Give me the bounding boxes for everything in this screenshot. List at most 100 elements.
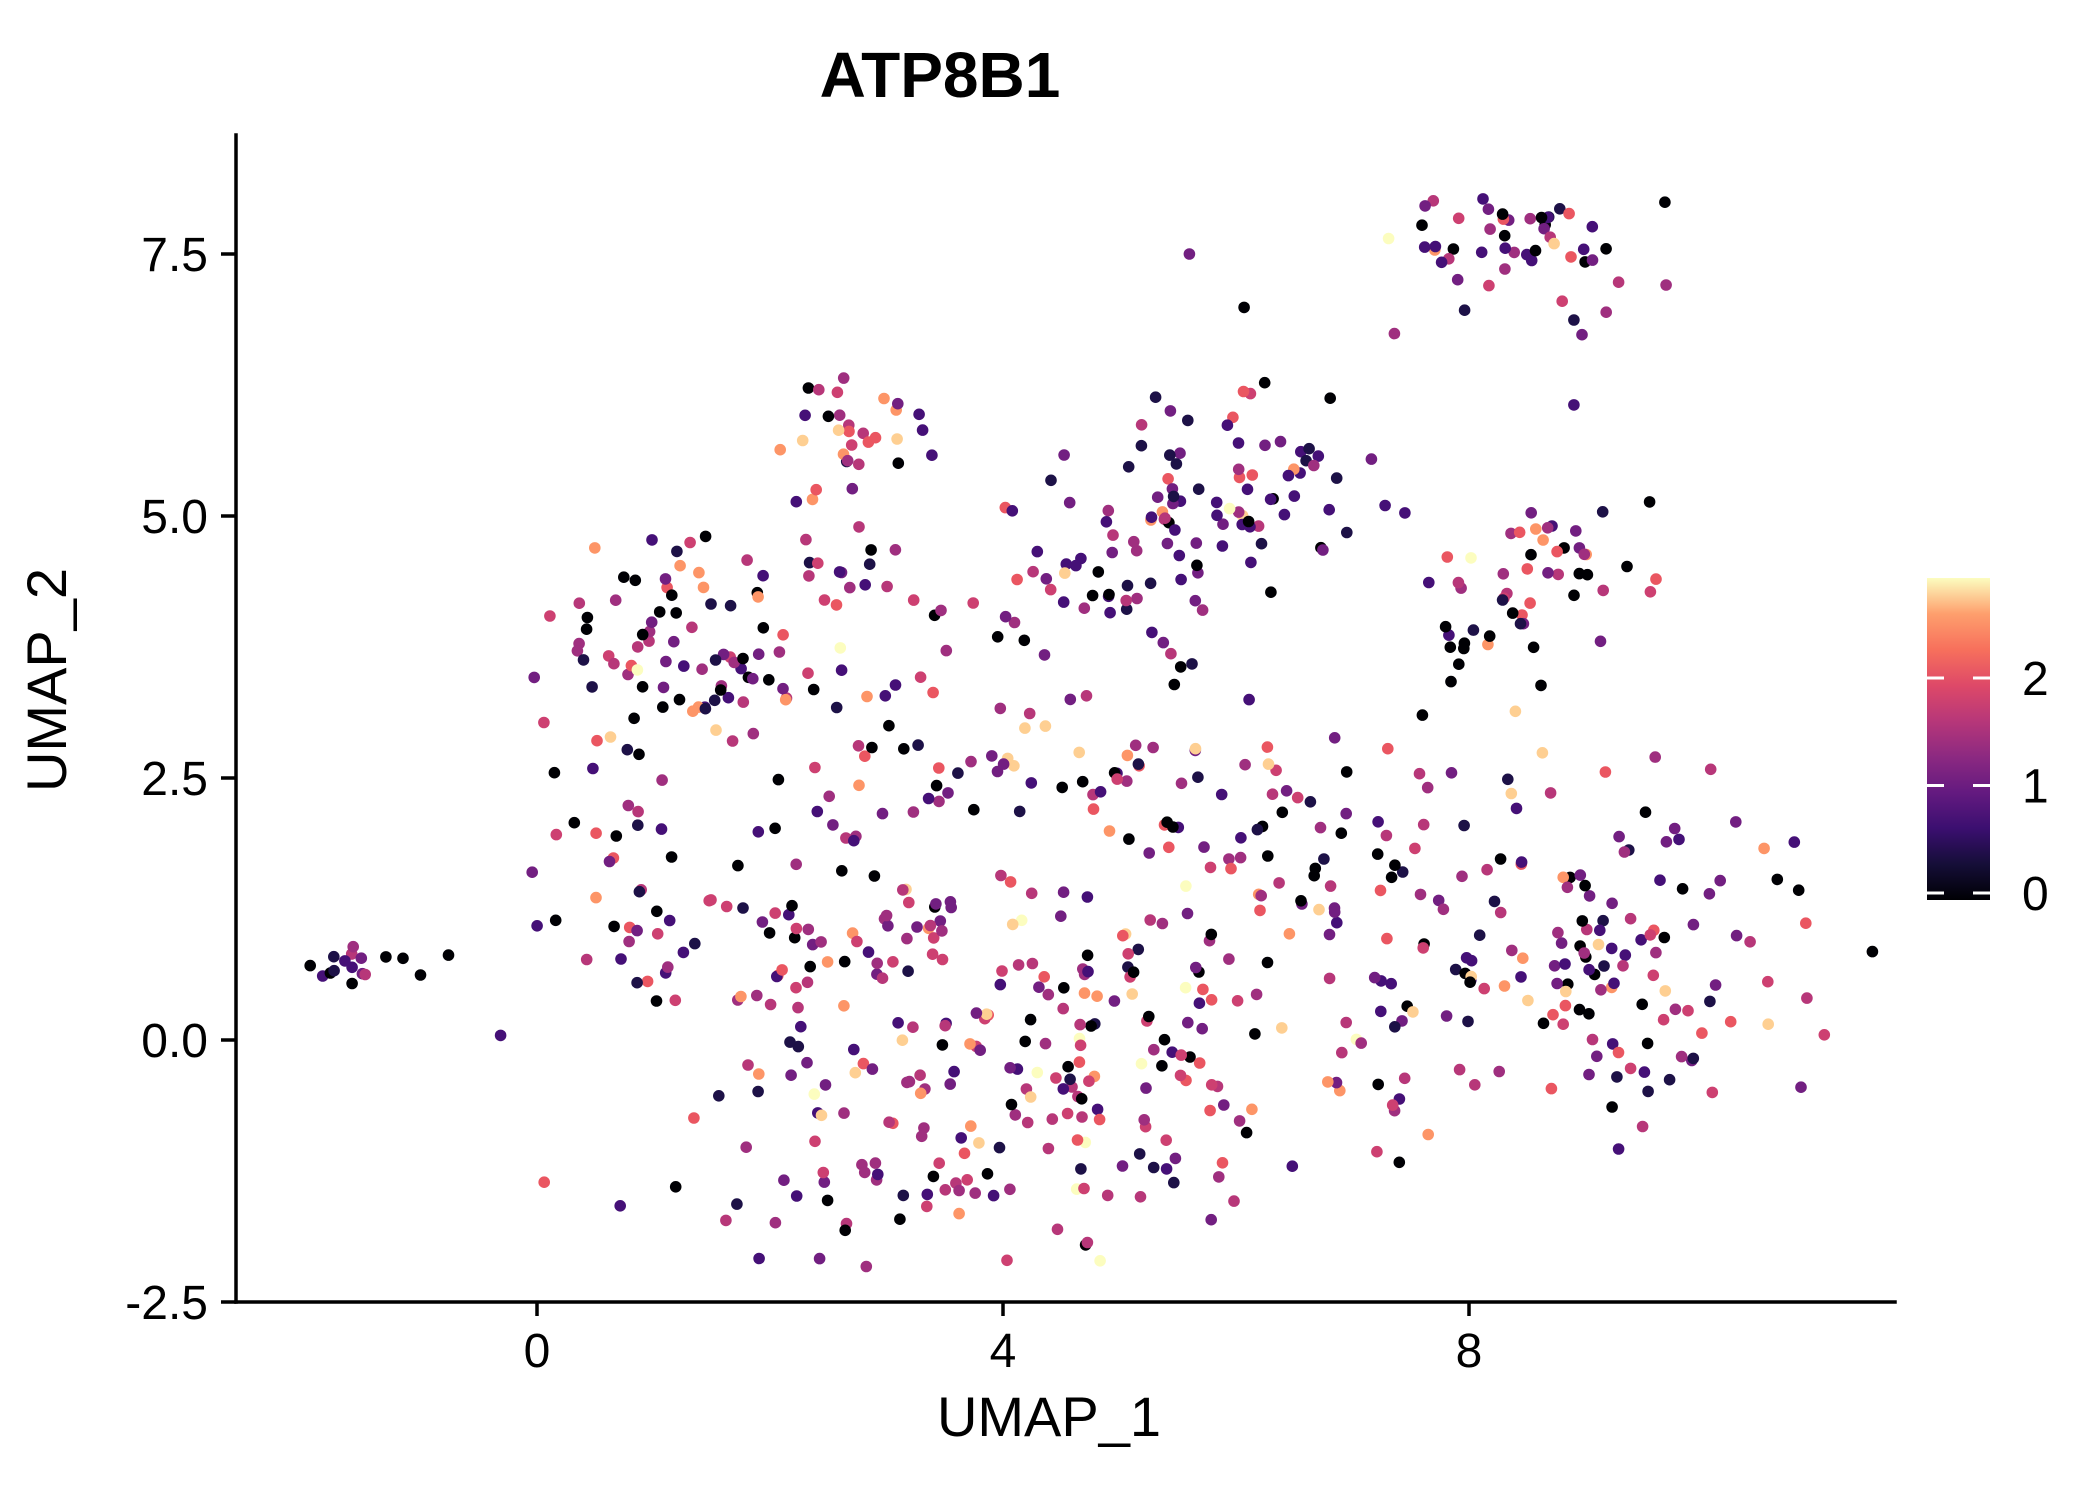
data-point <box>1254 904 1266 917</box>
data-point <box>591 734 603 747</box>
data-point <box>1624 1062 1637 1075</box>
data-point <box>853 521 865 533</box>
data-point <box>1182 414 1194 427</box>
data-point <box>1013 805 1026 818</box>
data-point <box>1193 997 1206 1009</box>
data-point <box>1581 568 1594 581</box>
data-point <box>1276 1022 1288 1034</box>
data-point <box>1506 607 1519 619</box>
data-point <box>892 457 905 470</box>
data-point <box>1083 1075 1095 1087</box>
data-point <box>631 924 643 937</box>
data-point <box>1261 741 1274 753</box>
data-point <box>914 1087 927 1100</box>
data-point <box>1246 469 1259 481</box>
data-point <box>1568 399 1580 411</box>
data-point <box>1044 583 1057 596</box>
data-point <box>1650 573 1662 585</box>
data-point <box>1144 914 1156 926</box>
data-point <box>883 1116 895 1128</box>
data-point <box>1314 821 1327 834</box>
data-point <box>1033 981 1045 993</box>
data-point <box>1243 693 1255 706</box>
data-point <box>1278 508 1291 521</box>
data-point <box>752 591 764 603</box>
data-point <box>618 571 630 583</box>
data-point <box>1418 241 1431 253</box>
data-point <box>1375 1005 1387 1018</box>
data-point <box>677 946 690 959</box>
data-point <box>1452 212 1465 225</box>
data-point <box>795 1020 807 1033</box>
data-point <box>815 936 827 948</box>
data-point <box>897 884 909 896</box>
data-point <box>660 655 672 668</box>
data-point <box>1441 551 1454 563</box>
data-point <box>846 482 859 495</box>
data-point <box>1465 954 1478 967</box>
data-point <box>1659 985 1672 997</box>
data-point <box>1191 559 1203 572</box>
data-point <box>659 573 672 585</box>
data-point <box>636 681 649 693</box>
data-point <box>901 1076 913 1089</box>
data-point <box>1132 943 1145 956</box>
data-point <box>397 952 409 965</box>
data-point <box>1161 537 1174 550</box>
data-point <box>892 1017 904 1029</box>
data-point <box>939 1184 952 1196</box>
data-point <box>881 580 893 593</box>
data-point <box>1057 886 1070 898</box>
data-point <box>1170 458 1183 470</box>
data-point <box>843 425 855 438</box>
data-point <box>1312 450 1325 462</box>
data-point <box>933 762 945 774</box>
data-point <box>1527 641 1540 654</box>
data-point <box>629 574 642 587</box>
data-point <box>1184 1051 1196 1063</box>
data-point <box>678 660 690 672</box>
data-point <box>784 1036 796 1048</box>
data-point <box>1465 552 1477 564</box>
data-point <box>1382 742 1394 755</box>
data-point <box>1070 559 1082 572</box>
x-tick-label: 4 <box>990 1325 1017 1378</box>
data-point <box>1682 1004 1694 1017</box>
data-point <box>1324 392 1336 405</box>
data-point <box>752 826 765 838</box>
data-point <box>810 483 822 496</box>
data-point <box>1004 876 1017 888</box>
data-point <box>1064 1073 1076 1086</box>
x-tick-label: 0 <box>524 1325 551 1378</box>
data-point <box>1586 254 1599 266</box>
data-point <box>1608 977 1620 990</box>
data-point <box>1216 1157 1229 1169</box>
y-axis-ticks: -2.5 0.0 2.5 5.0 7.5 <box>125 229 236 1330</box>
data-point <box>1160 1134 1172 1146</box>
data-point <box>622 799 635 812</box>
data-point <box>769 907 781 919</box>
data-point <box>994 702 1007 715</box>
data-point <box>823 790 835 803</box>
data-point <box>1597 584 1609 597</box>
data-point <box>1042 1142 1055 1155</box>
data-point <box>1121 775 1133 787</box>
data-point <box>1541 522 1554 534</box>
data-point <box>1103 588 1115 601</box>
colorbar-legend: 0 1 2 <box>1927 578 2049 921</box>
data-point <box>961 1174 973 1186</box>
data-point <box>713 1090 725 1102</box>
data-point <box>916 424 929 436</box>
data-point <box>708 694 721 707</box>
data-point <box>609 594 622 606</box>
data-point <box>1568 589 1580 602</box>
data-point <box>1508 246 1520 259</box>
data-point <box>665 851 678 863</box>
data-point <box>1162 473 1174 485</box>
data-point <box>1169 1152 1182 1165</box>
data-point <box>1086 589 1099 602</box>
data-point <box>1417 818 1430 831</box>
data-point <box>1447 243 1460 255</box>
data-point <box>709 654 722 666</box>
data-point <box>1469 1079 1481 1091</box>
